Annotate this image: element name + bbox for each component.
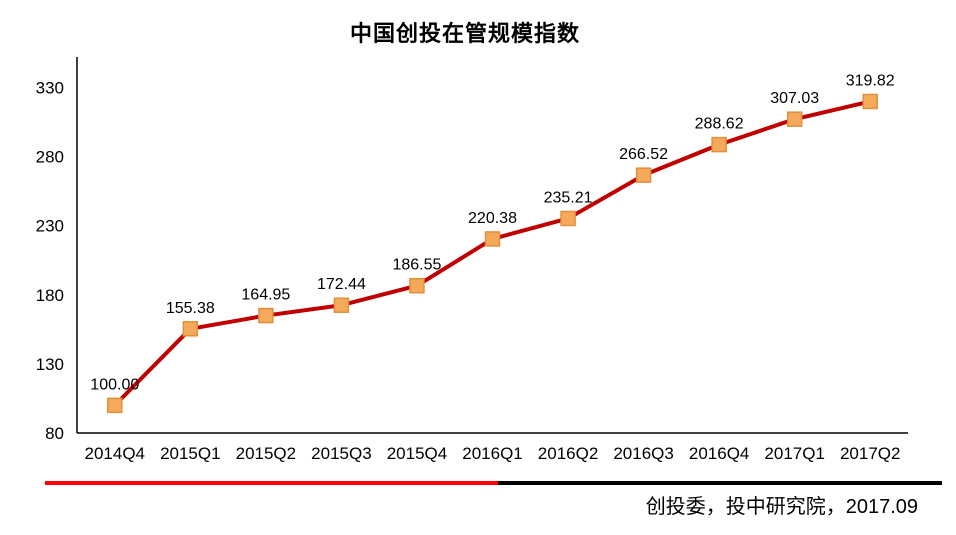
chart-title: 中国创投在管规模指数 [349,21,580,47]
data-point-marker [182,321,199,337]
data-point-label: 100.00 [90,376,139,393]
x-tick-label: 2016Q3 [613,444,674,463]
data-point-label: 266.52 [619,146,668,163]
data-point-label: 155.38 [166,300,215,317]
x-tick-label: 2017Q1 [764,444,825,463]
data-point-label: 186.55 [392,257,441,274]
y-tick-label: 130 [36,355,64,374]
source-note: 创投委，投中研究院，2017.09 [645,496,918,518]
data-point-marker [333,297,350,313]
y-tick-label: 80 [45,424,64,443]
y-tick-label: 330 [36,78,64,97]
data-point-marker [409,277,425,294]
x-tick-label: 2015Q1 [160,444,221,463]
data-point-marker [786,111,803,127]
y-tick-label: 230 [36,217,64,236]
data-point-label: 288.62 [695,116,744,133]
data-point-label: 164.95 [241,287,290,304]
x-tick-label: 2015Q2 [236,444,297,463]
data-point-label: 220.38 [468,210,517,227]
x-tick-label: 2016Q1 [462,444,523,463]
data-point-marker [107,397,123,414]
x-tick-label: 2014Q4 [85,444,146,463]
data-point-marker [862,93,878,110]
x-tick-label: 2016Q2 [538,444,599,463]
data-point-marker [560,210,576,227]
data-point-label: 235.21 [544,189,593,206]
x-tick-label: 2017Q2 [840,444,901,463]
data-point-marker [258,307,274,324]
data-point-label: 307.03 [770,90,819,107]
x-tick-label: 2015Q4 [387,444,448,463]
data-point-label: 172.44 [317,276,366,293]
data-point-marker [635,167,652,183]
x-tick-label: 2016Q4 [689,444,750,463]
data-point-label: 319.82 [846,72,895,89]
footer-rule-black [498,481,942,485]
y-tick-label: 180 [36,286,64,305]
series-line [112,99,873,408]
x-tick-label: 2015Q3 [311,444,372,463]
y-tick-label: 280 [36,148,64,167]
data-point-marker [484,231,501,247]
data-point-marker [711,136,727,153]
footer-rule-red [45,481,498,485]
